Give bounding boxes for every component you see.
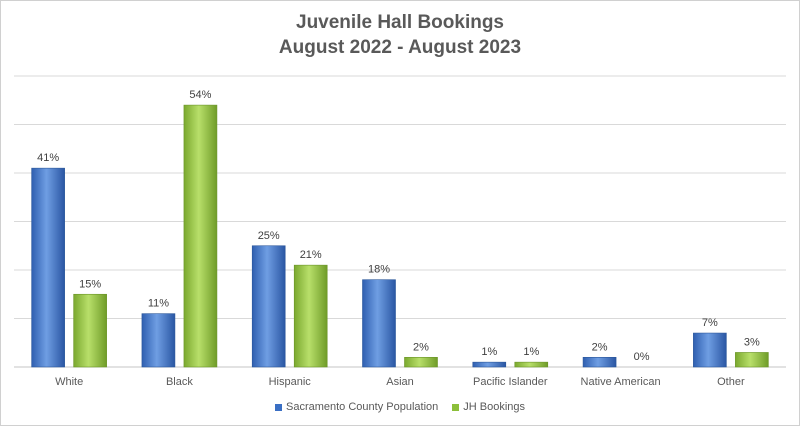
data-label: 25% [258,230,280,242]
data-label: 54% [189,89,211,101]
bar-bookings-hispanic [293,264,328,368]
data-label: 1% [523,346,539,358]
data-label: 1% [481,346,497,358]
legend-swatch-series-1 [274,403,282,411]
bar-population-white [31,167,65,368]
data-label: 21% [300,249,322,261]
data-label: 7% [702,317,718,329]
category-label: Other [717,376,745,388]
data-label: 2% [592,341,608,353]
bar-population-black [141,313,176,368]
legend-swatch-series-2 [452,403,460,411]
legend-item-series-1: Sacramento County Population [274,401,439,413]
bar-bookings-white [73,293,107,368]
data-label: 11% [148,298,169,310]
bar-population-other [693,332,727,368]
legend: Sacramento County Population JH Bookings [0,401,800,413]
data-label: 15% [79,278,101,290]
bar-population-asian [362,279,396,368]
bar-population-pacific-islander [472,361,507,368]
data-label: 0% [634,351,650,363]
data-label: 41% [37,152,59,164]
legend-item-series-2: JH Bookings [452,401,525,413]
bar-bookings-asian [404,356,438,368]
category-label: Native American [581,376,661,388]
bars [31,104,769,368]
bar-population-native-american [582,356,617,368]
labels: 41% 15% White 11% 54% Black 25% 21% Hispanic 18% 2… [37,89,760,388]
bar-bookings-pacific-islander [514,361,549,368]
gridlines [14,75,786,368]
legend-label-series-1: Sacramento County Population [285,401,439,413]
data-label: 18% [368,264,390,276]
data-label: 3% [744,336,760,348]
category-label: Pacific Islander [473,376,548,388]
category-label: Asian [386,376,414,388]
chart-title: Juvenile Hall Bookings [296,12,504,33]
bar-bookings-other [735,352,769,368]
bar-bookings-black [183,104,218,368]
category-label: Hispanic [269,376,312,388]
category-label: White [55,376,83,388]
category-label: Black [166,376,193,388]
data-label: 2% [413,341,429,353]
chart-subtitle: August 2022 - August 2023 [278,37,522,58]
chart-title-block: Juvenile Hall Bookings August 2022 - Aug… [0,10,800,60]
legend-label-series-2: JH Bookings [463,401,526,413]
bar-population-hispanic [251,245,286,368]
